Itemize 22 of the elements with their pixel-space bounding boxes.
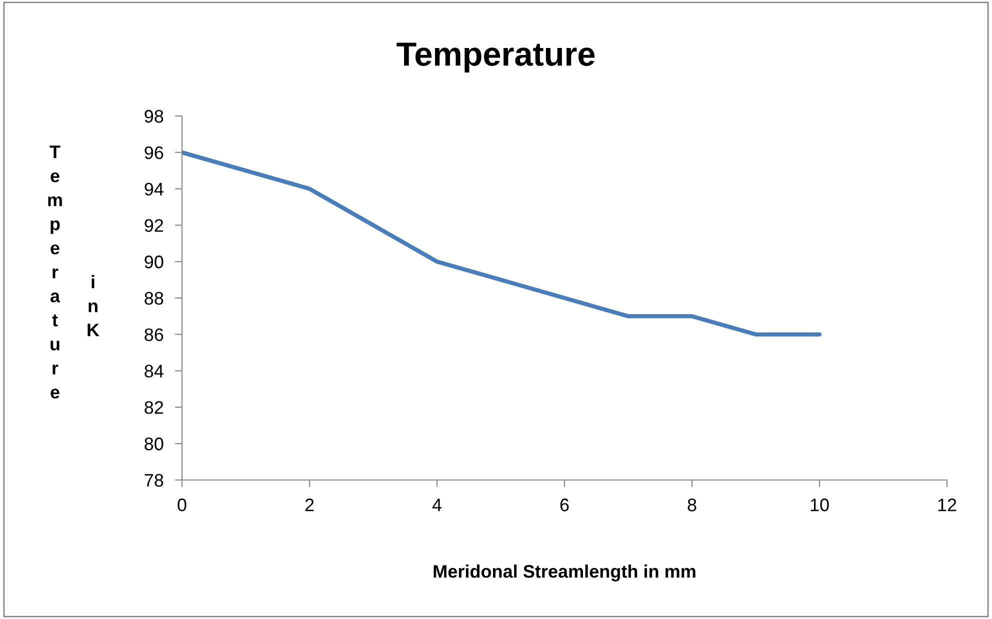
x-tick-label: 4 <box>432 498 442 512</box>
y-tick-label: 84 <box>144 364 164 378</box>
x-tick-label: 12 <box>938 498 956 512</box>
x-tick-label: 8 <box>688 498 696 512</box>
y-tick-label: 88 <box>144 292 164 305</box>
y-tick-label: 78 <box>144 474 164 487</box>
x-tick-label: 0 <box>178 498 186 512</box>
line-series <box>182 150 822 336</box>
y-tick-label: 94 <box>144 182 164 196</box>
y-tick-label: 80 <box>144 438 164 450</box>
y-tick-label: 92 <box>144 219 164 232</box>
y-tick-label: 96 <box>144 146 164 160</box>
y-tick-label: 98 <box>144 110 164 123</box>
x-tick-label: 2 <box>305 498 314 512</box>
x-axis-title: Meridonal Streamlength in mm <box>434 564 696 582</box>
x-tick-label: 10 <box>810 498 829 512</box>
y-tick-label: 86 <box>144 328 164 342</box>
y-tick-label: 90 <box>144 256 164 268</box>
x-tick-label: 6 <box>560 498 569 512</box>
text: Temperature in K <box>48 146 100 399</box>
y-tick-label: 82 <box>144 401 164 414</box>
chart-title: Temperature <box>396 42 595 73</box>
